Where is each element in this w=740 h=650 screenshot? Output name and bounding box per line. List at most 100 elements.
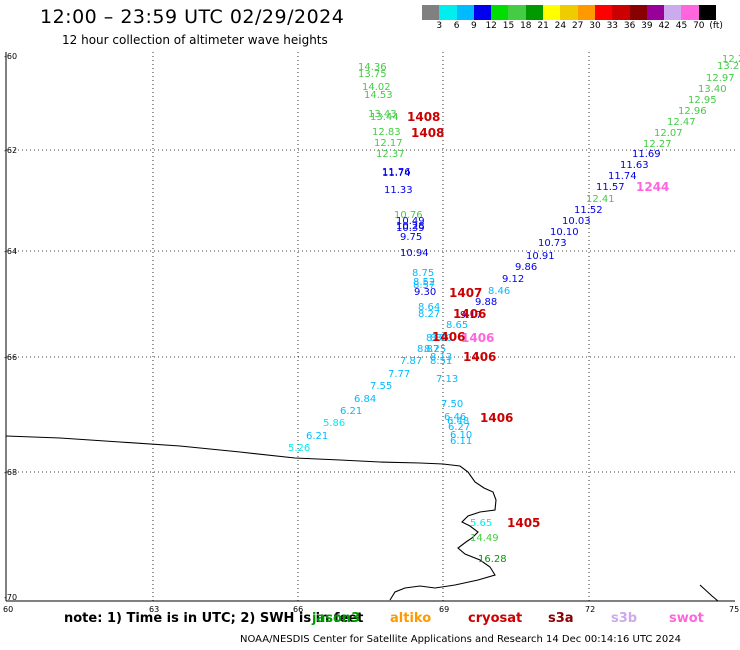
map-gridlines: [6, 52, 735, 601]
wave-height-value: 14.49: [470, 533, 499, 544]
wave-height-value: 12.83: [372, 127, 401, 138]
pass-time-label: 1408: [407, 110, 440, 124]
lat-label-68: -68: [4, 468, 17, 477]
satellite-legend-item: s3b: [611, 611, 638, 626]
wave-height-value: 11.52: [574, 205, 603, 216]
colorbar-swatch: [594, 5, 613, 20]
wave-height-value: 12.07: [654, 128, 683, 139]
colorbar-swatch: [681, 5, 699, 20]
wave-height-value: 11.63: [620, 160, 649, 171]
wave-height-value: 9.12: [502, 274, 524, 285]
lon-label-72: 72: [585, 605, 595, 614]
pass-time-label: 1406: [480, 411, 513, 425]
wave-height-value: 11.57: [596, 182, 625, 193]
pass-time-label: 1406: [461, 331, 494, 345]
wave-height-value: 13.40: [698, 84, 727, 95]
colorbar-tick-label: 45: [675, 21, 688, 31]
colorbar-swatch: [543, 5, 561, 20]
wave-height-value: 8.64: [418, 302, 440, 313]
wave-height-value: 10.39: [396, 223, 425, 234]
wave-height-value: 12.97: [706, 73, 735, 84]
wave-height-value: 14.53: [364, 90, 393, 101]
colorbar-tick-label: 9: [471, 21, 477, 31]
lat-label-66: -66: [4, 353, 17, 362]
wave-height-value: 10.10: [550, 227, 579, 238]
colorbar-tick-label: 3: [436, 21, 443, 31]
wave-height-value: 12.27: [643, 139, 672, 150]
colorbar-swatch: [664, 5, 682, 20]
pass-time-label: 1406: [432, 330, 465, 344]
wave-height-value: 6.21: [340, 406, 362, 417]
colorbar-tick-label: 18: [520, 21, 532, 31]
wave-height-value: 8.87: [417, 344, 439, 355]
colorbar-tick-label: 12: [485, 21, 497, 31]
lat-label-70: -70: [4, 593, 17, 602]
satellite-legend-item: swot: [669, 611, 704, 626]
pass-time-label: 1405: [507, 516, 540, 530]
wave-height-value: 8.25: [424, 344, 446, 355]
wave-height-value: 7.87: [400, 356, 422, 367]
colorbar-tick-label: 39: [641, 21, 653, 31]
wave-height-value: 8.75: [412, 268, 434, 279]
lon-label-66: 66: [293, 605, 303, 614]
wave-height-value: 8.13: [430, 352, 452, 363]
wave-height-value: 8.57: [413, 280, 435, 291]
wave-height-value: 5.86: [323, 418, 345, 429]
pass-time-label: 1406: [453, 307, 486, 321]
wave-height-value: 12.41: [586, 194, 615, 205]
wave-height-value: 9.88: [475, 297, 497, 308]
colorbar-tick-label: 30: [589, 21, 601, 31]
antarctic-coastline: [5, 435, 497, 601]
pass-time-label: 1406: [463, 350, 496, 364]
lat-label-60: -60: [4, 52, 17, 61]
wave-height-value: 5.26: [288, 443, 310, 454]
wave-height-value: 11.69: [632, 149, 661, 160]
wave-height-value: 8.52: [413, 277, 435, 288]
wave-height-value: 16.28: [478, 554, 507, 565]
colorbar-swatch: [612, 5, 630, 20]
wave-height-value: 8.30: [426, 333, 448, 344]
colorbar-swatch: [439, 5, 457, 20]
pass-time-label: 1408: [411, 126, 444, 140]
wave-height-value: 14.02: [362, 82, 391, 93]
wave-height-value: 6.46: [444, 412, 466, 423]
wave-height-value: 9.86: [515, 262, 537, 273]
wave-height-value: 12.2: [722, 54, 740, 65]
lat-label-62: -62: [4, 146, 17, 155]
wave-height-value: 12.17: [374, 138, 403, 149]
wave-height-value: 7.77: [388, 369, 410, 380]
wave-height-value: 10.94: [400, 248, 429, 259]
colorbar-tick-labels: 3 6 9 12 15 18 21 24 27 30 33 36 39 42 45 70 (ft): [422, 21, 740, 33]
units-note: note: 1) Time is in UTC; 2) SWH is in fe…: [64, 611, 364, 626]
wave-height-value: 13.2: [717, 61, 739, 72]
satellite-legend-item: jason3: [312, 611, 361, 626]
wave-height-value: 10.03: [562, 216, 591, 227]
wave-height-value: 7.13: [436, 374, 458, 385]
wave-height-value: 11.33: [384, 185, 413, 196]
lon-label-60: 60: [3, 605, 13, 614]
lon-label-63: 63: [149, 605, 159, 614]
wave-height-value: 8.70: [430, 333, 452, 344]
colorbar-swatch: [508, 5, 526, 20]
wave-height-value: 12.37: [376, 149, 405, 160]
wave-height-value: 6.84: [354, 394, 376, 405]
wave-height-value: 13.44: [370, 112, 399, 123]
wave-height-value: 9.75: [400, 232, 422, 243]
wave-height-value: 6.48: [447, 416, 469, 427]
wave-height-value: 9.17: [460, 310, 482, 321]
colorbar-swatch: [646, 5, 665, 20]
pass-time-label: 1407: [449, 286, 482, 300]
colorbar-swatch: [473, 5, 492, 20]
wave-height-value: 9.30: [414, 287, 436, 298]
wave-height-value: 6.11: [450, 436, 472, 447]
wave-height-value: 10.49: [396, 216, 425, 227]
wave-height-value: 7.55: [370, 381, 392, 392]
wave-height-value: 11.76: [382, 167, 411, 178]
wave-height-value: 6.10: [450, 430, 472, 441]
wave-height-value: 8.65: [446, 320, 468, 331]
colorbar-tick-label: (ft): [709, 21, 723, 31]
colorbar-tick-label: 15: [502, 21, 515, 31]
pass-time-label: 1244: [636, 180, 669, 194]
